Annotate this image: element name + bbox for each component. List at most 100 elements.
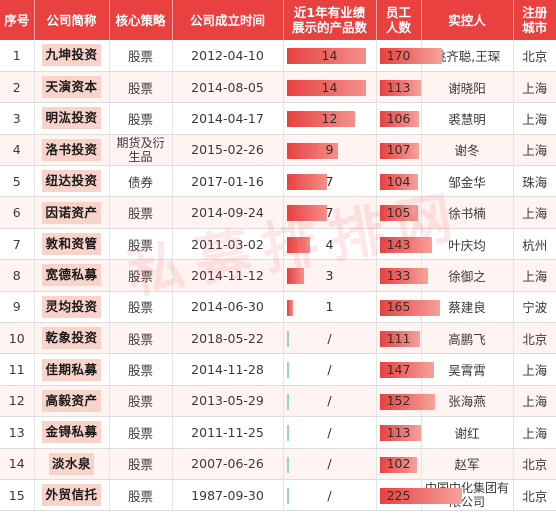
founded-date: 2007-06-26 [172,448,284,480]
header-staff-line2: 人数 [385,20,411,35]
controller-cell: 张海燕 [421,385,514,418]
staff-bar [379,331,420,348]
products-value: / [327,487,332,503]
products-cell: / [283,385,377,418]
header-city: 注册 城市 [513,0,556,40]
staff-bar [379,48,442,64]
founded-date: 1987-09-30 [172,479,284,512]
products-value: 7 [325,173,334,189]
company-name-cell: 灵均投资 [34,291,110,324]
products-bar [286,174,327,191]
founded-date: 2014-11-28 [172,353,284,386]
company-name: 乾象投资 [42,327,101,350]
staff-bar [379,362,434,379]
products-value: / [327,456,332,472]
strategy-cell: 股票 [109,196,173,229]
company-name-cell: 淡水泉 [34,448,110,480]
company-name-cell: 乾象投资 [34,322,110,355]
company-name-cell: 佳期私募 [34,353,110,386]
header-products: 近1年有业绩 展示的产品数 [283,0,377,40]
strategy-cell: 期货及衍生品 [109,134,173,167]
strategy-cell: 股票 [109,40,173,72]
table-row: 1 九坤投资 股票 2012-04-10 14 170 姚齐聪,王琛 北京 [0,40,556,72]
products-bar [286,456,289,473]
strategy-cell: 股票 [109,71,173,104]
staff-cell: 143 [376,228,432,261]
products-bar [286,425,289,442]
staff-cell: 113 [376,416,422,449]
table-row: 4 洛书投资 期货及衍生品 2015-02-26 9 107 谢冬 上海 [0,134,556,167]
table-row: 13 金锝私募 股票 2011-11-25 / 113 谢红 上海 [0,416,556,449]
staff-cell: 107 [376,134,422,167]
city-cell: 杭州 [513,228,556,261]
header-products-line2: 展示的产品数 [291,20,367,35]
table-row: 15 外贸信托 股票 1987-09-30 / 225 中国中化集团有限公司 北京 [0,479,556,512]
staff-value: 104 [386,173,411,189]
products-bar [286,487,289,504]
company-name-cell: 九坤投资 [34,40,110,72]
company-name: 外贸信托 [42,484,101,507]
staff-value: 102 [386,456,411,472]
row-number: 3 [0,102,35,135]
controller-cell: 叶庆均 [421,228,514,261]
row-number: 14 [0,448,35,480]
staff-cell: 104 [376,165,422,198]
controller-cell: 谢晓阳 [421,71,514,104]
row-number: 11 [0,353,35,386]
products-bar [286,142,338,159]
products-cell: 3 [283,259,377,292]
controller-cell: 赵军 [421,448,514,480]
row-number: 8 [0,259,35,292]
table-row: 7 敦和资管 股票 2011-03-02 4 143 叶庆均 杭州 [0,228,556,261]
company-name: 九坤投资 [42,44,101,67]
products-value: 3 [325,267,334,283]
table-row: 3 明汯投资 股票 2014-04-17 12 106 裘慧明 上海 [0,102,556,135]
products-cell: 9 [283,134,377,167]
products-value: / [327,330,332,346]
products-bar [286,331,289,348]
staff-cell: 113 [376,71,422,104]
company-name-cell: 金锝私募 [34,416,110,449]
products-bar [286,393,289,410]
header-founded: 公司成立时间 [172,0,284,40]
products-value: 4 [325,236,334,252]
row-number: 15 [0,479,35,512]
controller-cell: 裘慧明 [421,102,514,135]
city-cell: 上海 [513,196,556,229]
row-number: 4 [0,134,35,167]
staff-bar [379,236,432,253]
products-cell: 4 [283,228,377,261]
strategy-cell: 股票 [109,385,173,418]
header-products-line1: 近1年有业绩 [293,5,366,20]
controller-cell: 邹金华 [421,165,514,198]
header-no: 序号 [0,0,35,40]
controller-cell: 徐书楠 [421,196,514,229]
products-cell: 7 [283,165,377,198]
products-bar [286,236,310,253]
products-value: 14 [321,47,338,63]
strategy-cell: 股票 [109,353,173,386]
controller-cell: 谢红 [421,416,514,449]
staff-value: 225 [386,487,411,503]
products-cell: / [283,353,377,386]
strategy-cell: 股票 [109,291,173,324]
products-cell: 7 [283,196,377,229]
city-cell: 宁波 [513,291,556,324]
company-name: 纽达投资 [42,170,101,193]
staff-value: 113 [386,424,411,440]
row-number: 13 [0,416,35,449]
founded-date: 2013-05-29 [172,385,284,418]
row-number: 1 [0,40,35,72]
staff-value: 111 [386,330,411,346]
strategy-cell: 股票 [109,479,173,512]
staff-value: 147 [386,362,411,378]
company-name: 因诺资产 [42,201,101,224]
products-bar [286,299,293,316]
products-cell: / [283,448,377,480]
company-name: 淡水泉 [48,452,94,475]
staff-value: 143 [386,236,411,252]
city-cell: 北京 [513,40,556,72]
founded-date: 2014-04-17 [172,102,284,135]
founded-date: 2015-02-26 [172,134,284,167]
